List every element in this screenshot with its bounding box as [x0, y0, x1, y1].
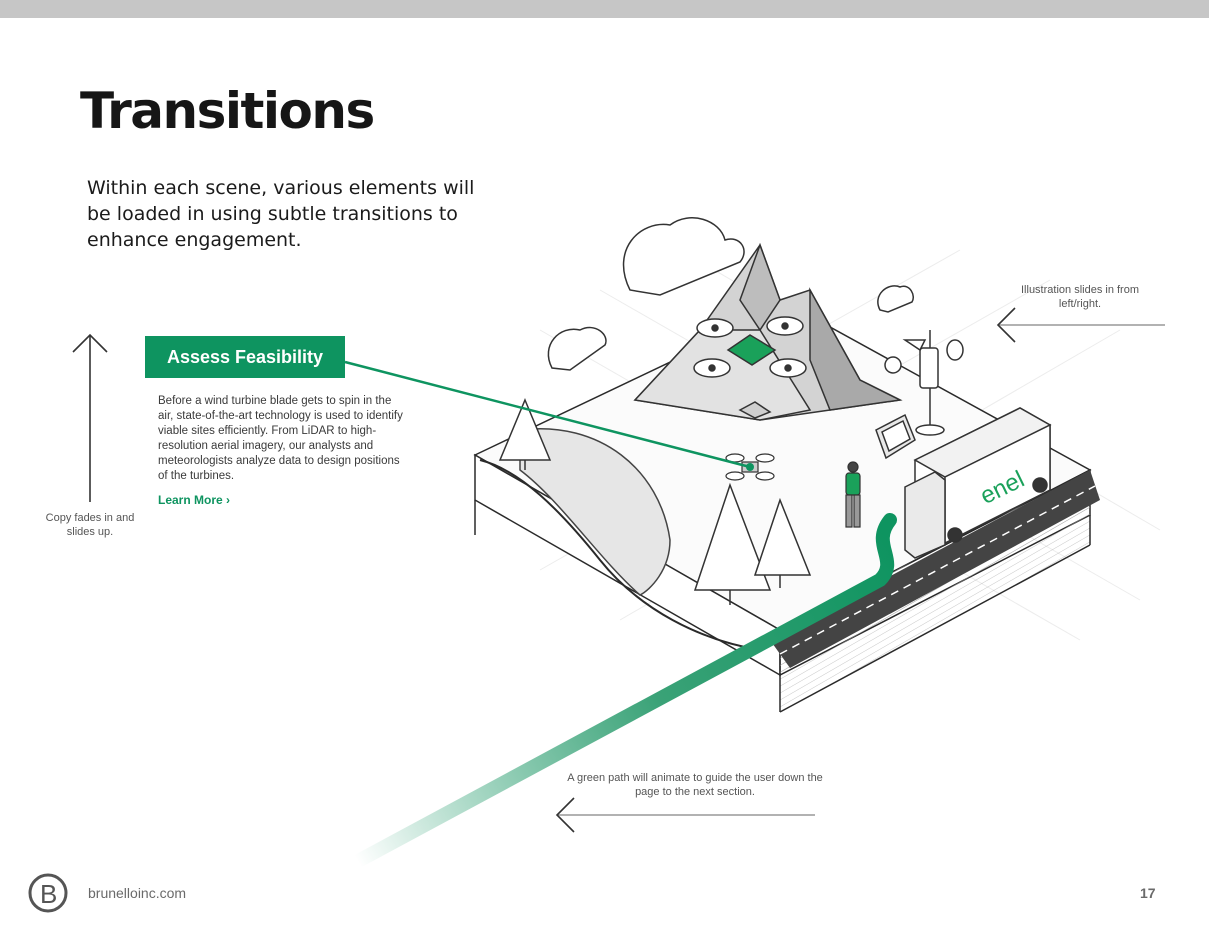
- annotation-right: Illustration slides in from left/right.: [1021, 284, 1139, 310]
- road: [770, 470, 1100, 668]
- clouds: [547, 217, 914, 371]
- intro-text: Within each scene, various elements will…: [87, 177, 475, 251]
- footer-site: brunelloinc.com: [88, 885, 187, 901]
- arrow-up-icon: [72, 333, 108, 502]
- annotation-bottom: A green path will animate to guide the u…: [567, 772, 823, 798]
- hill-slope: [479, 459, 761, 651]
- card-body-text: Before a wind turbine blade gets to spin…: [158, 395, 403, 482]
- arrows: [72, 307, 1165, 833]
- arrow-left-icon-right-note: [996, 307, 1165, 343]
- arrow-left-icon-bottom-note: [555, 797, 815, 833]
- svg-text:B: B: [40, 879, 57, 909]
- enel-truck: enel: [904, 407, 1052, 559]
- top-bar: [0, 0, 1209, 18]
- green-guide-path: [353, 513, 897, 867]
- page-number: 17: [1140, 885, 1156, 901]
- callout-connector: [344, 360, 754, 471]
- trees: [498, 398, 812, 605]
- card-title-badge: Assess Feasibility: [145, 336, 345, 378]
- learn-more-link[interactable]: Learn More ›: [158, 493, 231, 507]
- weather-station-icon: [884, 330, 964, 436]
- person-icon: [845, 461, 861, 528]
- annotation-left: Copy fades in and slides up.: [45, 512, 135, 538]
- hill-shade: [519, 428, 671, 596]
- monitor-icon: [875, 413, 916, 460]
- brunello-logo: B: [28, 873, 68, 913]
- page-title: Transitions: [80, 82, 375, 140]
- large-drone-icon: [693, 316, 807, 378]
